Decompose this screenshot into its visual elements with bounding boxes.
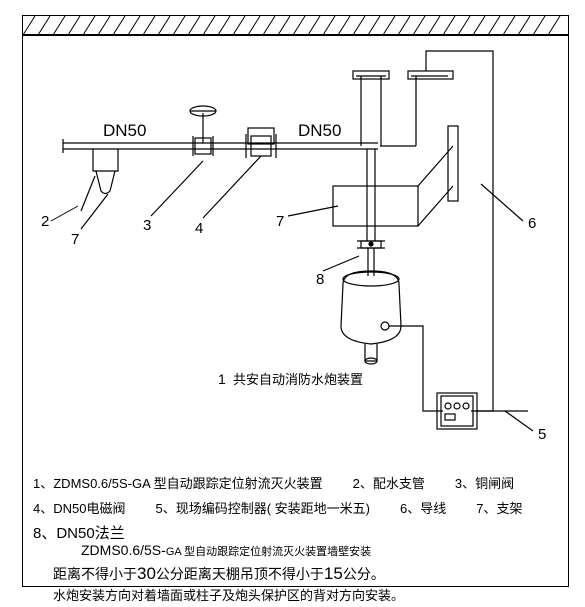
legend-row-2: 4、DN50电磁阀 5、现场编码控制器( 安装距地一米五) 6、导线 7、支架 [33, 496, 558, 521]
legend-4: DN50电磁阀 [53, 501, 125, 516]
legend-3-num: 3、 [455, 476, 475, 491]
legend-2: 配水支管 [373, 476, 425, 491]
diagram-frame: DN50 DN50 2 7 3 4 7 8 6 5 1 共安自动消防水炮装置 1… [22, 15, 569, 587]
label-dn50-right: DN50 [298, 121, 341, 140]
legend-5: 现场编码控制器( 安装距地一米五) [176, 501, 370, 516]
legend-3: 铜闸阀 [475, 476, 514, 491]
callout-5: 5 [538, 426, 546, 443]
body-line2-mid: 30 [137, 564, 156, 583]
legend-2-num: 2、 [353, 476, 373, 491]
callout-7a: 7 [71, 231, 79, 248]
label-dn50-left: DN50 [103, 121, 146, 140]
body-line1-post: GA 型自动跟踪定位射流灭火装置墙壁安装 [166, 546, 371, 558]
legend-6: 导线 [420, 501, 446, 516]
legend-5-num: 5、 [155, 501, 175, 516]
callout-7b: 7 [276, 213, 284, 230]
schematic-svg: DN50 DN50 2 7 3 4 7 8 6 5 1 共安自动消防水炮装置 [23, 16, 568, 456]
body-line2-endnum: 15 [324, 564, 343, 583]
callout-2: 2 [41, 213, 49, 230]
legend-1: ZDMS0.6/5S-GA 型自动跟踪定位射流灭火装置 [53, 476, 322, 491]
legend-block: 1、ZDMS0.6/5S-GA 型自动跟踪定位射流灭火装置 2、配水支管 3、铜… [33, 471, 558, 546]
legend-row-1: 1、ZDMS0.6/5S-GA 型自动跟踪定位射流灭火装置 2、配水支管 3、铜… [33, 471, 558, 496]
legend-7: 支架 [496, 501, 522, 516]
device-caption-num: 1 [218, 371, 226, 387]
callout-4: 4 [195, 220, 203, 237]
body-text: ZDMS0.6/5S-GA 型自动跟踪定位射流灭火装置墙壁安装 距离不得小于30… [53, 539, 553, 607]
body-line2-pre: 距离不得小于 [53, 566, 137, 582]
callout-8: 8 [316, 271, 324, 288]
legend-6-num: 6、 [400, 501, 420, 516]
legend-4-num: 4、 [33, 501, 53, 516]
body-line2-mid2: 公分距离天棚吊顶不得小于 [156, 566, 324, 582]
callout-3: 3 [143, 217, 151, 234]
body-line3: 水炮安装方向对着墙面或柱子及炮头保护区的背对方向安装。 [53, 588, 404, 603]
device-caption: 共安自动消防水炮装置 [233, 372, 363, 387]
legend-1-num: 1、 [33, 476, 53, 491]
body-line2-end: 公分。 [343, 566, 385, 582]
body-line1-pre: ZDMS0.6/5S- [53, 542, 166, 558]
callout-6: 6 [528, 215, 536, 232]
legend-7-num: 7、 [476, 501, 496, 516]
